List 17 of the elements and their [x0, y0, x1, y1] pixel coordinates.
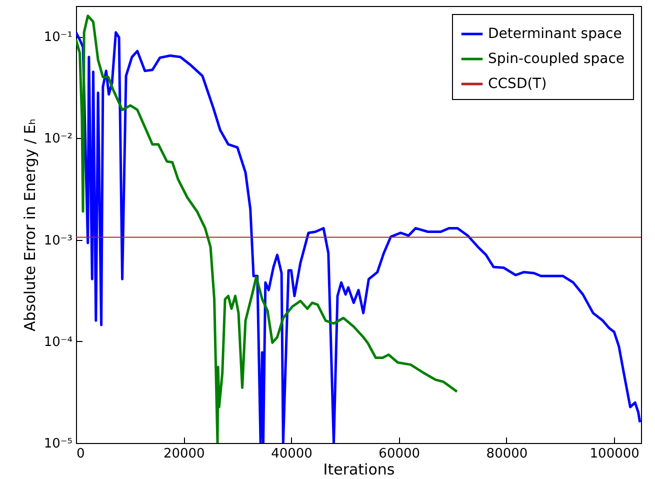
y-tick-label: 10⁻⁴: [44, 334, 72, 350]
x-axis-title: Iterations: [323, 460, 395, 478]
legend-label: Determinant space: [488, 26, 622, 42]
x-tick-label: 80000: [486, 446, 528, 462]
x-tick-label: 0: [76, 446, 85, 462]
x-tick-label: 60000: [378, 446, 420, 462]
x-tick-label: 40000: [271, 446, 312, 462]
y-tick-label: 10⁻⁵: [44, 436, 72, 452]
x-tick-label: 100000: [590, 446, 640, 462]
y-tick-label: 10⁻³: [44, 233, 72, 248]
line-series: [76, 14, 458, 443]
y-tick-label: 10⁻²: [44, 132, 72, 147]
legend-label: CCSD(T): [488, 76, 547, 92]
y-axis-title: Absolute Error in Energy / Eₕ: [20, 118, 39, 332]
y-tick-label: 10⁻¹: [44, 30, 72, 46]
legend-label: Spin-coupled space: [488, 51, 625, 67]
x-tick-label: 20000: [163, 446, 205, 462]
